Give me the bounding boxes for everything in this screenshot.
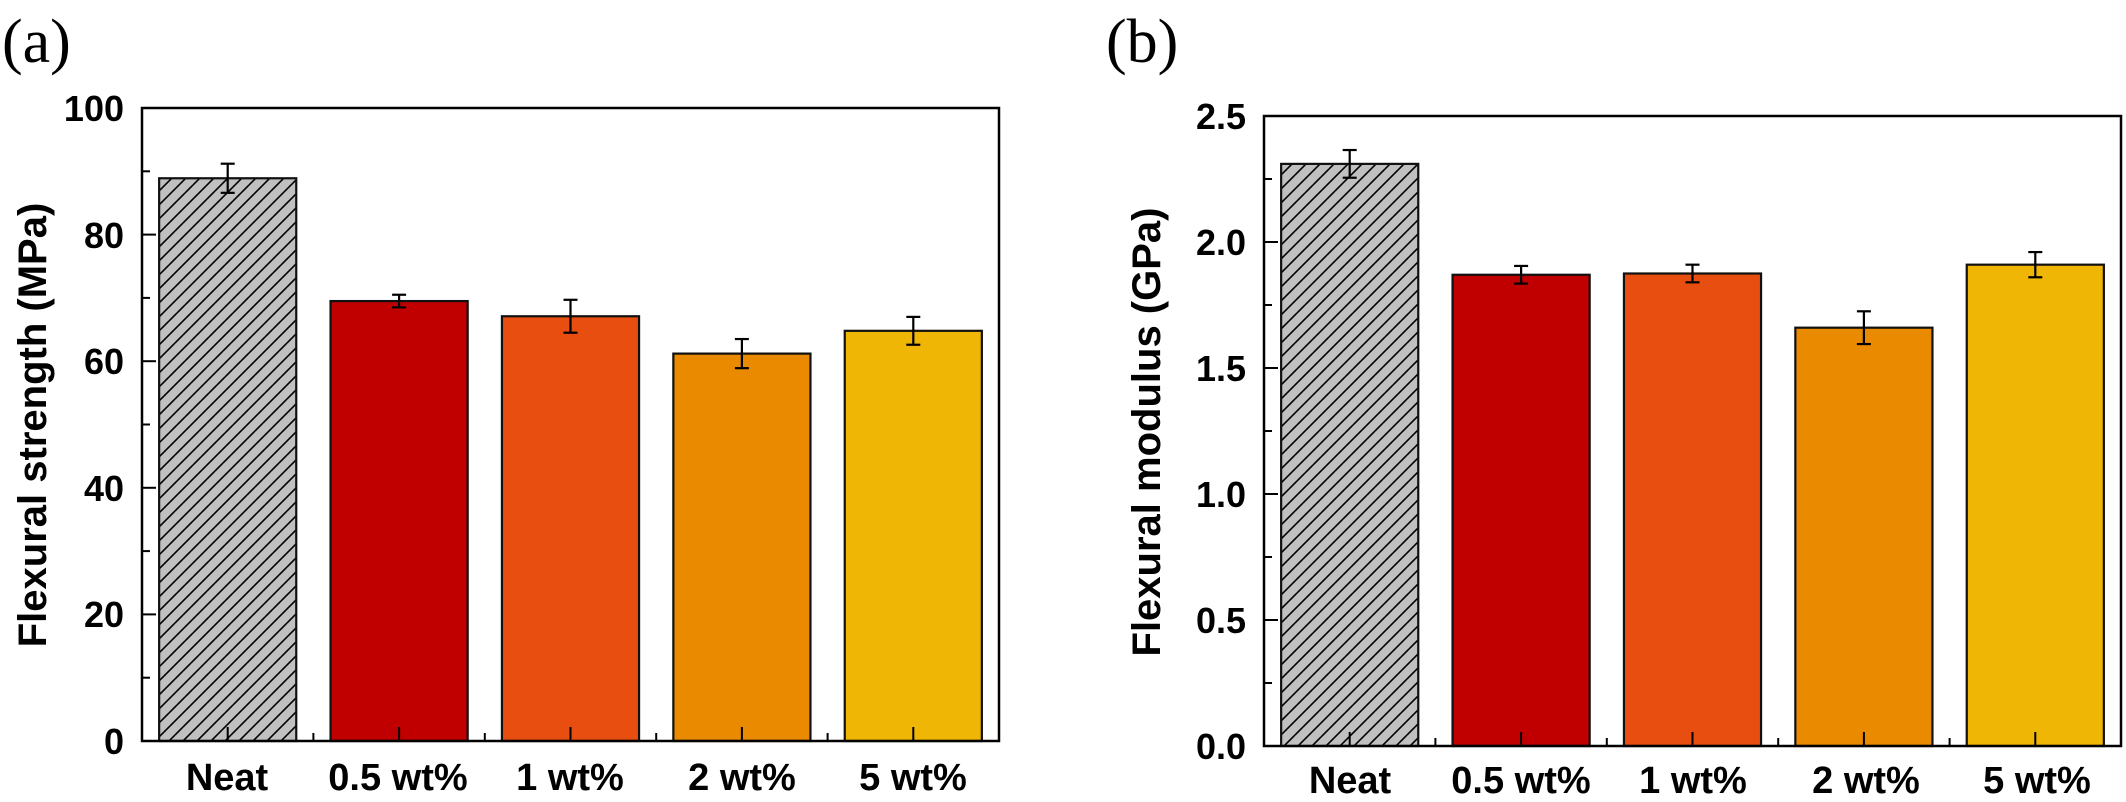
panel-b-xtick-label: 0.5 wt% [1451, 760, 1590, 802]
panel-a-bar-0-5-wt [329, 299, 469, 743]
panel-b-xtick-label: Neat [1309, 760, 1392, 802]
panel-b-bar-5-wt [1965, 263, 2105, 748]
panel-a-plot-frame [140, 106, 1001, 743]
panel-b-bar-neat [1280, 162, 1420, 748]
panel-a-y-axis-title: Flexural strength (MPa) [11, 203, 55, 648]
panel-b-x-tick-labels: Neat 0.5 wt% 1 wt% 2 wt% 5 wt% [1309, 760, 2091, 802]
panel-a-bar-5-wt [843, 329, 983, 743]
panel-a-xtick-label: 5 wt% [859, 757, 967, 799]
panel-b-ytick-label: 1.5 [1196, 348, 1246, 389]
panel-a-ytick-label: 60 [84, 341, 124, 382]
panel-a-y-tick-labels: 0 20 40 60 80 100 [64, 88, 124, 762]
panel-b-error-bar [1856, 310, 1871, 346]
panel-b-ticks [1264, 178, 2037, 746]
panel-b-ytick-label: 2.5 [1196, 96, 1246, 137]
panel-b-ytick-label: 0.5 [1196, 600, 1246, 641]
panel-b-ytick-label: 0.0 [1196, 726, 1246, 767]
panel-a-ytick-label: 100 [64, 88, 124, 129]
panel-a: (a) Flexural strength (MPa) 0 20 40 60 8… [2, 8, 1001, 799]
panel-a-error-bar [392, 293, 407, 309]
panel-a-ytick-label: 80 [84, 215, 124, 256]
panel-b-y-tick-labels: 0.0 0.5 1.0 1.5 2.0 2.5 [1196, 96, 1246, 767]
panel-b-y-axis-title: Flexural modulus (GPa) [1125, 208, 1169, 657]
panel-a-xtick-label: Neat [186, 757, 269, 799]
panel-b-marks [1280, 148, 2105, 748]
panel-b-error-bar [1685, 263, 1700, 284]
panel-a-xtick-label: 1 wt% [516, 757, 624, 799]
panel-b-xtick-label: 2 wt% [1812, 760, 1920, 802]
panel-b-xtick-label: 1 wt% [1639, 760, 1747, 802]
panel-b-ytick-label: 2.0 [1196, 222, 1246, 263]
panel-a-xtick-label: 2 wt% [688, 757, 796, 799]
panel-a-ticks [142, 170, 915, 741]
panel-a-xtick-label: 0.5 wt% [328, 757, 467, 799]
panel-b-error-bar [1514, 264, 1529, 285]
panel-a-ytick-label: 40 [84, 468, 124, 509]
panel-a-x-tick-labels: Neat 0.5 wt% 1 wt% 2 wt% 5 wt% [186, 757, 967, 799]
panel-b-error-bar [1342, 148, 1357, 179]
panel-a-error-bar [563, 298, 578, 334]
panel-a-error-bar [734, 337, 749, 370]
panel-b-error-bar [2028, 250, 2043, 279]
panel-a-error-bar [220, 162, 235, 194]
panel-b-ytick-label: 1.0 [1196, 474, 1246, 515]
panel-a-label: (a) [2, 8, 71, 76]
panel-b-bar-1-wt [1622, 272, 1763, 748]
panel-a-bar-2-wt [672, 352, 812, 743]
panel-a-marks [158, 162, 983, 743]
panel-b: (b) Flexural modulus (GPa) 0.0 0.5 1.0 1… [1106, 8, 2123, 802]
panel-a-ytick-label: 20 [84, 594, 124, 635]
panel-a-ytick-label: 0 [104, 721, 124, 762]
panel-b-xtick-label: 5 wt% [1983, 760, 2091, 802]
panel-b-label: (b) [1106, 8, 1178, 76]
panel-b-bar-2-wt [1794, 326, 1934, 748]
panel-b-bar-0-5-wt [1451, 273, 1591, 748]
panel-a-error-bar [906, 315, 921, 346]
panel-b-plot-frame [1262, 114, 2123, 748]
panel-a-bar-neat [158, 177, 298, 743]
panel-a-bar-1-wt [500, 315, 641, 743]
